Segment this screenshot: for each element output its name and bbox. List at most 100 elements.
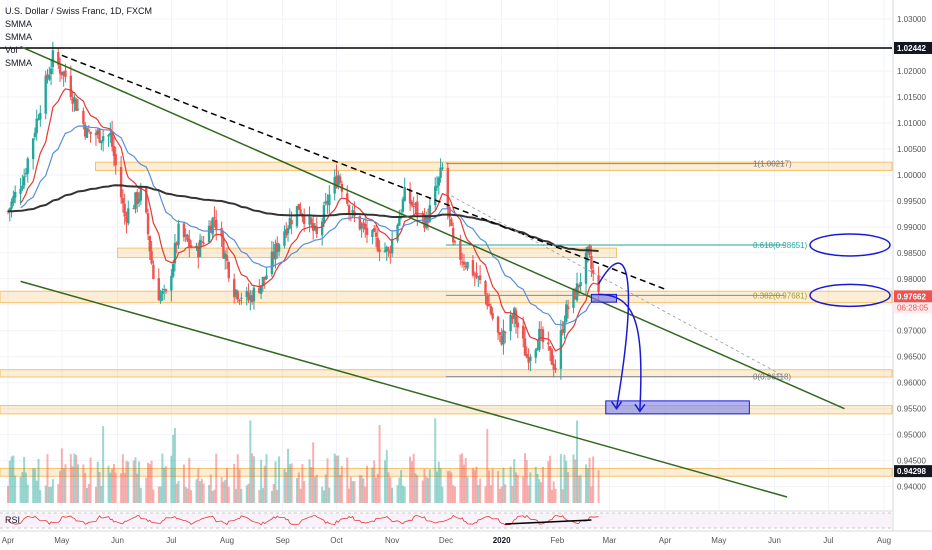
volume-bar: [423, 468, 426, 503]
volume-bar: [26, 484, 29, 503]
candle-body: [19, 188, 22, 194]
candle-body: [51, 50, 55, 68]
volume-bar: [466, 476, 469, 503]
volume-bar: [374, 477, 377, 503]
volume-bar: [87, 484, 90, 503]
volume-bar: [376, 473, 379, 503]
volume-bar: [44, 485, 47, 503]
volume-bar: [502, 467, 505, 503]
sr-zone: [0, 467, 893, 477]
candle-body: [162, 289, 166, 291]
candle-body: [290, 220, 293, 225]
candle-body: [186, 234, 189, 241]
candle-body: [200, 241, 204, 243]
volume-bar: [416, 475, 419, 503]
volume-bar: [57, 483, 60, 503]
candle-body: [73, 97, 76, 103]
candle-body: [46, 74, 49, 79]
volume-bar: [574, 459, 577, 503]
countdown-box: [894, 302, 932, 314]
volume-bar: [529, 472, 532, 503]
volume-bar: [366, 465, 369, 503]
candle-body: [98, 128, 101, 143]
candle-body: [276, 242, 279, 253]
volume-bar: [328, 487, 331, 503]
candle-body: [182, 223, 186, 238]
y-tick-label: 1.00500: [897, 145, 926, 154]
volume-bar: [50, 486, 53, 503]
candle-body: [371, 230, 374, 237]
x-tick-label: Apr: [2, 536, 15, 545]
volume-bar: [247, 483, 250, 503]
candle-body: [39, 112, 42, 120]
volume-bar: [245, 485, 248, 503]
candle-body: [288, 218, 292, 229]
volume-bar: [310, 467, 313, 503]
candle-body: [547, 342, 550, 345]
volume-bar: [346, 457, 349, 503]
volume-bar: [186, 488, 189, 503]
volume-bar: [421, 480, 424, 503]
candle-body: [114, 154, 117, 166]
volume-bar: [459, 454, 462, 503]
candle-body: [401, 199, 405, 212]
x-tick-label: Jul: [823, 536, 833, 545]
candle-body: [423, 214, 426, 229]
volume-bar: [412, 453, 415, 503]
candle-body: [516, 322, 520, 328]
candle-body: [198, 239, 202, 257]
volume-bar: [348, 488, 351, 503]
candle-body: [225, 255, 229, 261]
candle-body: [184, 234, 187, 237]
volume-bar: [10, 456, 13, 503]
x-tick-label: Jul: [166, 536, 176, 545]
volume-bar: [498, 488, 501, 503]
volume-bar: [488, 470, 491, 503]
candle-body: [26, 158, 29, 174]
volume-bar: [37, 458, 40, 503]
candle-body: [478, 275, 482, 280]
current-zone-box: [590, 293, 618, 303]
y-tick-label: 0.95500: [897, 405, 926, 414]
candle-body: [385, 247, 388, 252]
candle-body: [459, 241, 462, 260]
candle-body: [232, 279, 236, 298]
indicator-label-smma-2: SMMA: [5, 32, 32, 42]
y-tick-label: 1.02000: [897, 67, 926, 76]
volume-bar: [251, 453, 254, 503]
volume-bar: [69, 454, 72, 503]
candle-body: [376, 237, 379, 251]
volume-bar: [60, 448, 63, 503]
candle-body: [326, 200, 329, 205]
volume-bar: [164, 466, 167, 503]
volume-bar: [563, 454, 566, 503]
volume-bar: [486, 428, 489, 503]
volume-bar: [400, 469, 403, 503]
candle-body: [577, 284, 581, 288]
volume-bar: [401, 485, 404, 503]
x-tick-label: Nov: [385, 536, 399, 545]
volume-bar: [387, 472, 390, 503]
projection-arrow-1: [597, 262, 630, 409]
candle-body: [541, 329, 545, 343]
volume-bar: [340, 466, 343, 503]
fib-label: 1(1.00217): [753, 160, 792, 169]
volume-bar: [175, 483, 178, 503]
price-label-text: 1.02442: [897, 44, 926, 53]
volume-bar: [102, 426, 105, 503]
candle-body: [398, 216, 401, 226]
volume-bar: [452, 485, 455, 503]
volume-bar: [561, 489, 564, 503]
volume-bar: [182, 464, 185, 503]
candle-body: [150, 251, 153, 264]
price-label-box: [894, 465, 932, 478]
candle-body: [498, 332, 502, 336]
candle-body: [416, 201, 419, 215]
volume-bar: [572, 454, 575, 503]
volume-bar: [213, 489, 216, 503]
candle-body: [125, 216, 128, 222]
volume-bar: [515, 472, 518, 503]
candle-body: [414, 203, 417, 206]
